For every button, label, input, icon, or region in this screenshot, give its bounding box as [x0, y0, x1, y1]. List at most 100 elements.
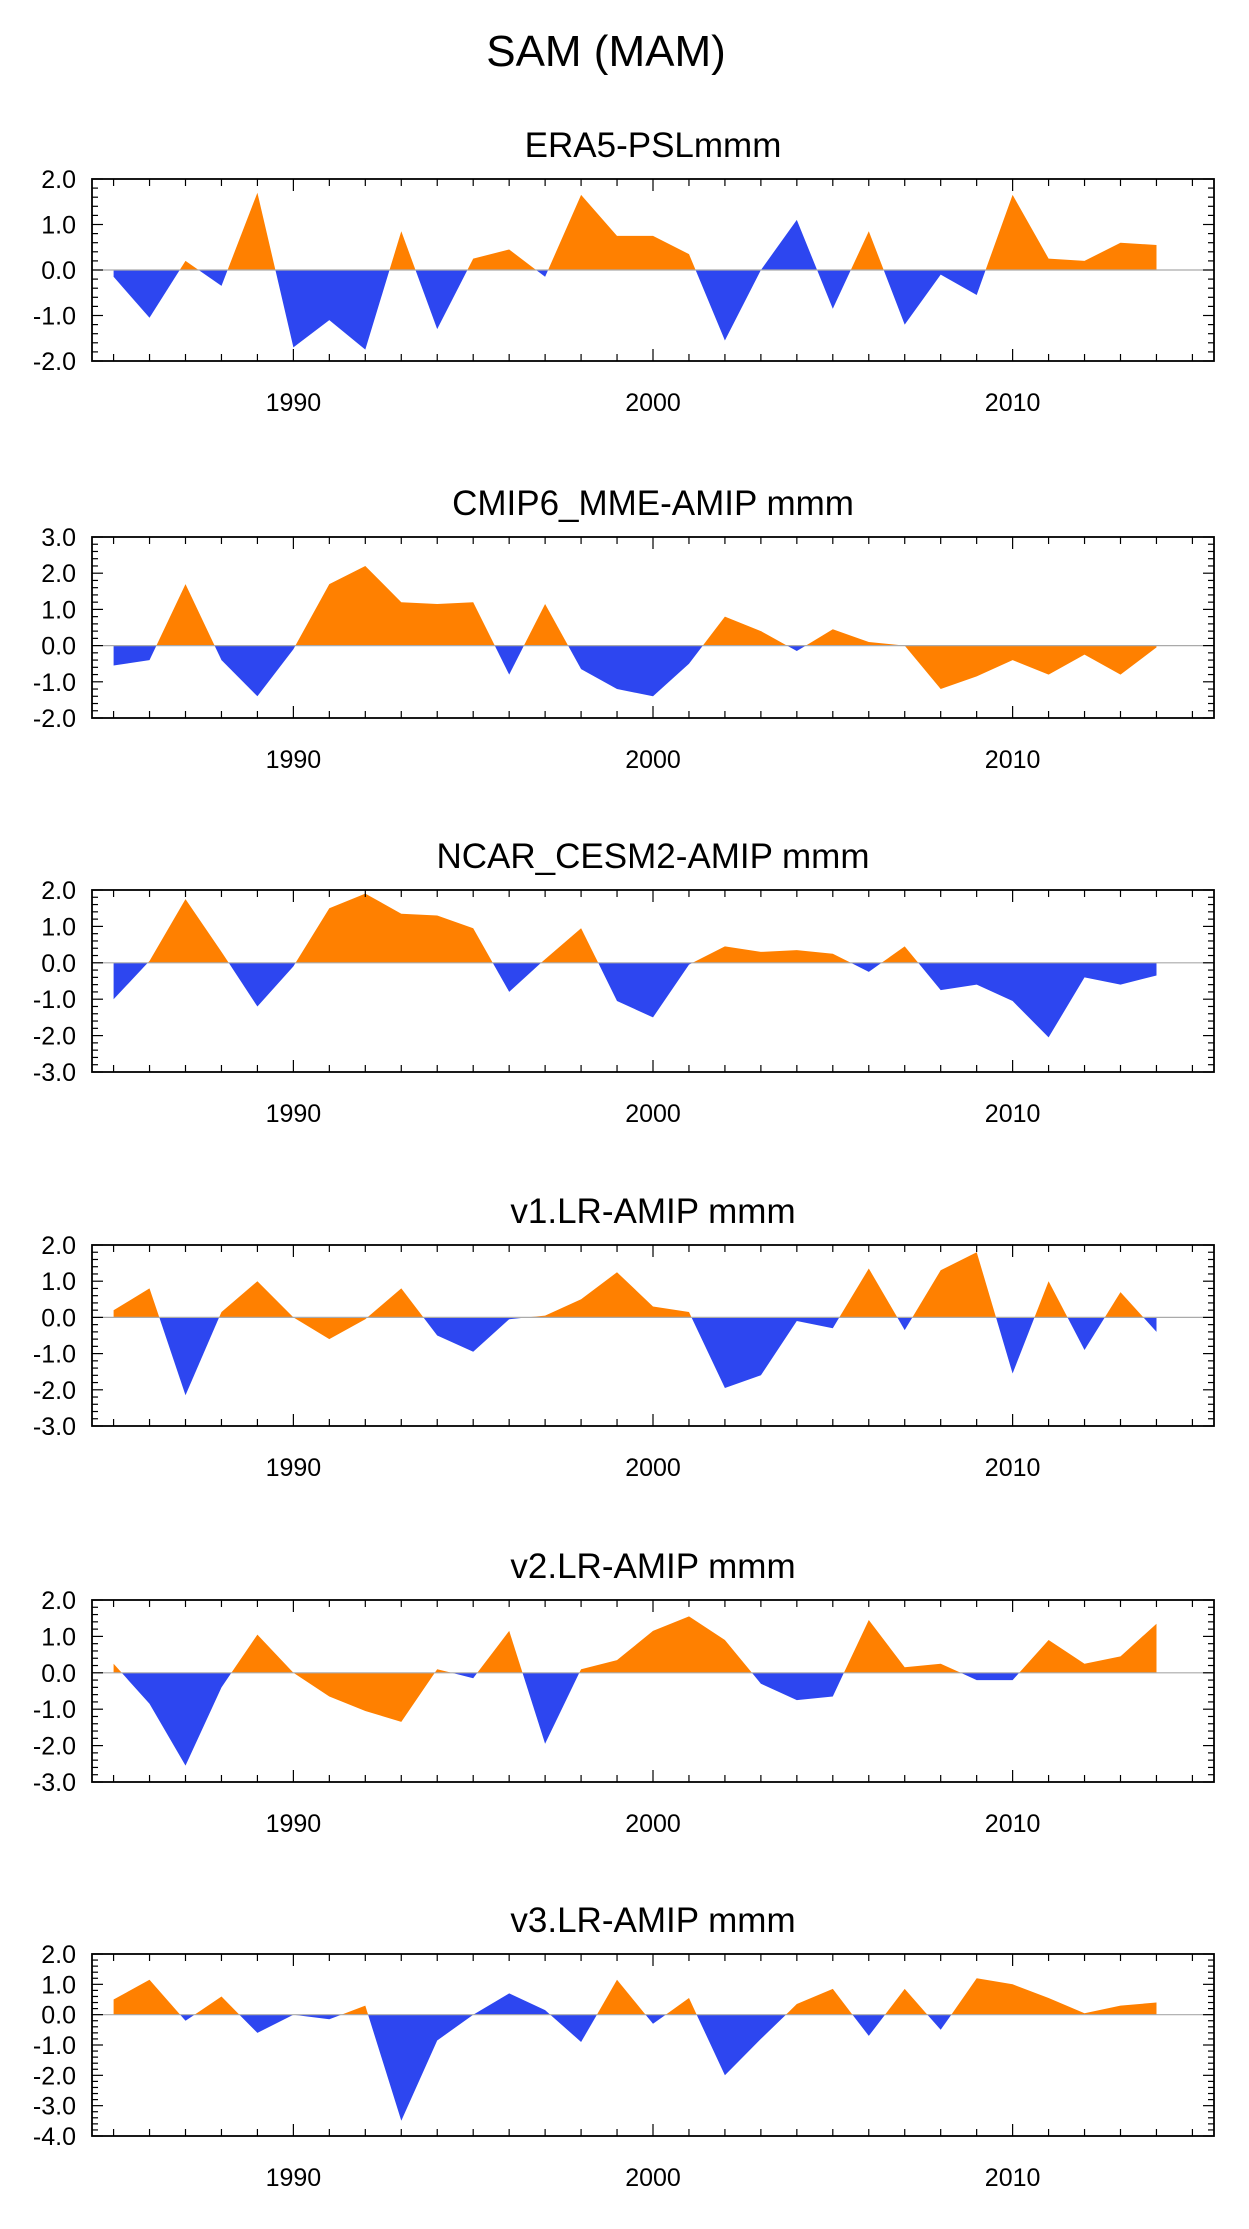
positive-anomaly-area [1034, 1281, 1068, 1318]
negative-anomaly-area [927, 2014, 952, 2030]
negative-anomaly-area [415, 270, 468, 330]
positive-anomaly-area [985, 194, 1157, 270]
negative-anomaly-area [598, 962, 693, 1018]
positive-anomaly-area [156, 584, 215, 646]
positive-anomaly-area [805, 629, 1157, 689]
negative-anomaly-area [198, 270, 228, 286]
negative-anomaly-area [113, 270, 180, 318]
positive-anomaly-area [702, 616, 787, 646]
y-tick-label: -2.0 [33, 2062, 76, 2090]
negative-anomaly-area [180, 2014, 195, 2021]
chart-panel-2: CMIP6_MME-AMIP mmm 3.0 2.0 1.0 0.0 -1.0 -2.0 19… [33, 484, 1215, 774]
y-tick-label: -4.0 [33, 2123, 76, 2151]
x-tick-label: 1990 [266, 389, 322, 417]
y-tick-label: -3.0 [33, 2093, 76, 2121]
y-tick-label: -3.0 [33, 1413, 76, 1441]
positive-anomaly-area [527, 1272, 692, 1318]
x-tick-label: 1990 [266, 1454, 322, 1482]
chart-panel-5: v2.LR-AMIP mmm 2.0 1.0 0.0 -1.0 -2.0 -3.0 1990 2… [33, 1547, 1215, 1838]
negative-anomaly-area [695, 219, 818, 341]
positive-anomaly-area [548, 194, 696, 270]
y-tick-label: -3.0 [33, 1059, 76, 1087]
negative-anomaly-area [113, 645, 157, 666]
negative-anomaly-area [536, 270, 549, 277]
positive-anomaly-area [579, 1616, 752, 1673]
chart-panel-4: v1.LR-AMIP mmm 2.0 1.0 0.0 -1.0 -2.0 -3.0 1990 2… [33, 1192, 1215, 1482]
positive-anomaly-area [194, 1996, 240, 2015]
positive-anomaly-area [367, 1288, 424, 1318]
x-tick-label: 2000 [625, 746, 681, 774]
positive-anomaly-area [113, 1979, 181, 2015]
y-tick-label: 0.0 [41, 1304, 76, 1332]
y-tick-label: -1.0 [33, 986, 76, 1014]
panel-title: v2.LR-AMIP mmm [510, 1547, 795, 1586]
y-tick-label: 2.0 [41, 166, 76, 194]
y-tick-label: -1.0 [33, 1696, 76, 1724]
negative-anomaly-area [451, 1672, 478, 1679]
negative-anomaly-area [787, 645, 806, 651]
y-tick-label: 2.0 [41, 877, 76, 905]
y-tick-label: 2.0 [41, 1587, 76, 1615]
positive-anomaly-area [113, 1288, 160, 1318]
y-tick-label: 1.0 [41, 913, 76, 941]
negative-anomaly-area [918, 962, 1157, 1038]
positive-anomaly-area [1104, 1292, 1144, 1318]
positive-anomaly-area [541, 928, 599, 963]
y-tick-label: 1.0 [41, 1623, 76, 1651]
y-tick-label: 1.0 [41, 1268, 76, 1296]
plot-frame [91, 1599, 1215, 1783]
positive-anomaly-area [885, 1988, 928, 2015]
negative-anomaly-area [751, 1672, 844, 1701]
negative-anomaly-area [850, 962, 882, 972]
y-tick-label: 0.0 [41, 1660, 76, 1688]
positive-anomaly-area [389, 231, 416, 270]
x-tick-label: 2010 [985, 389, 1041, 417]
negative-anomaly-area [696, 2014, 786, 2076]
negative-anomaly-area [852, 2014, 885, 2036]
y-tick-label: 0.0 [41, 2002, 76, 2030]
negative-anomaly-area [960, 1672, 1020, 1681]
y-tick-label: 0.0 [41, 257, 76, 285]
x-tick-label: 2000 [625, 1810, 681, 1838]
positive-anomaly-area [179, 260, 199, 270]
y-tick-label: -2.0 [33, 348, 76, 376]
panel-title: ERA5-PSLmmm [525, 126, 782, 165]
positive-anomaly-area [523, 604, 569, 646]
negative-anomaly-area [1143, 1317, 1157, 1332]
x-tick-label: 2010 [985, 1454, 1041, 1482]
y-tick-label: -1.0 [33, 2032, 76, 2060]
x-tick-label: 1990 [266, 746, 322, 774]
plot-frame [91, 1953, 1215, 2137]
positive-anomaly-area [341, 2005, 369, 2015]
negative-anomaly-area [817, 270, 851, 309]
negative-anomaly-area [368, 1993, 551, 2121]
figure-title: SAM (MAM) [486, 27, 726, 76]
x-tick-label: 2000 [625, 389, 681, 417]
x-tick-label: 2010 [985, 2164, 1041, 2192]
y-tick-label: 1.0 [41, 1971, 76, 1999]
y-tick-label: -1.0 [33, 1341, 76, 1369]
chart-panel-1: ERA5-PSLmmm 2.0 1.0 0.0 -1.0 -2.0 1990 2000 2010 [33, 126, 1215, 417]
x-tick-label: 2010 [985, 746, 1041, 774]
negative-anomaly-area [1067, 1317, 1105, 1350]
panel-title: v3.LR-AMIP mmm [510, 1901, 795, 1940]
positive-anomaly-area [1019, 1623, 1157, 1673]
positive-anomaly-area [295, 566, 495, 646]
positive-anomaly-area [692, 946, 851, 963]
positive-anomaly-area [295, 893, 493, 963]
negative-anomaly-area [159, 1317, 220, 1396]
positive-anomaly-area [113, 1663, 122, 1673]
panel-title: NCAR_CESM2-AMIP mmm [436, 837, 869, 876]
negative-anomaly-area [113, 962, 148, 1000]
y-tick-label: -2.0 [33, 1733, 76, 1761]
y-tick-label: -2.0 [33, 705, 76, 733]
positive-anomaly-area [785, 1988, 853, 2015]
chart-panel-6: v3.LR-AMIP mmm 2.01.0 0.0-1.0-2.0 -3.0-4.0 1… [33, 1901, 1215, 2192]
negative-anomaly-area [568, 645, 703, 697]
positive-anomaly-area [219, 1281, 368, 1340]
x-tick-label: 1990 [266, 2164, 322, 2192]
positive-anomaly-area [227, 192, 276, 270]
y-tick-label: 1.0 [41, 596, 76, 624]
